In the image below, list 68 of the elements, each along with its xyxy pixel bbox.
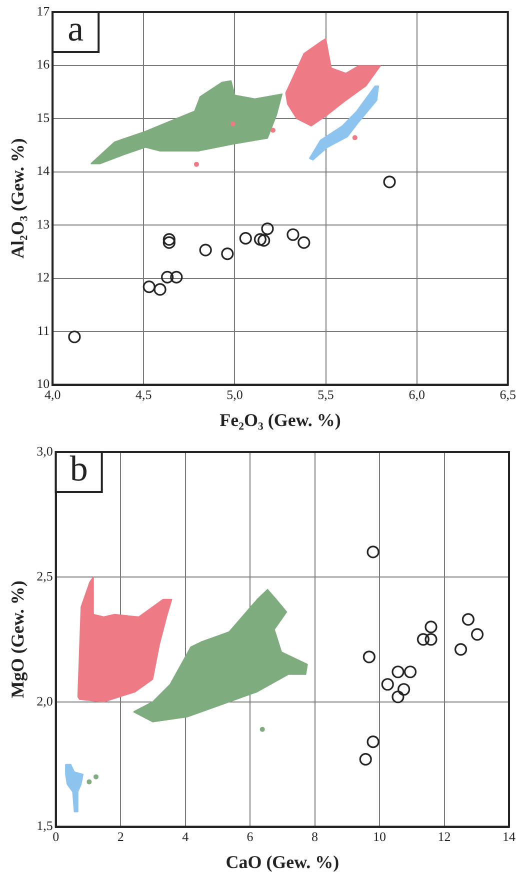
point — [416, 633, 430, 646]
point — [93, 774, 98, 780]
y-axis-title: MgO (Gew. %) — [7, 580, 28, 698]
point — [270, 128, 276, 133]
point — [239, 232, 252, 245]
point — [254, 233, 267, 246]
point — [392, 666, 404, 678]
y-tick-label: 14 — [36, 163, 50, 178]
point — [404, 666, 417, 678]
point — [199, 244, 212, 256]
point — [454, 643, 468, 656]
annotation: a — [68, 8, 84, 48]
point — [260, 726, 265, 732]
point — [470, 628, 484, 641]
x-tick-label: 5,5 — [318, 387, 334, 402]
x-tick-label: 5,0 — [226, 387, 243, 402]
point — [258, 234, 270, 247]
x-tick-label: 14 — [502, 829, 516, 844]
annotation: b — [70, 448, 88, 488]
y-tick-label: 13 — [36, 216, 50, 232]
x-tick-label: 4,5 — [136, 387, 152, 402]
x-axis-title: Fe₂O₃ (Gew. %) — [220, 410, 341, 430]
y-tick-label: 17 — [36, 3, 50, 18]
y-tick-label: 11 — [37, 322, 50, 338]
x-tick-label: 6 — [246, 829, 254, 844]
point — [221, 247, 234, 260]
point — [162, 233, 176, 246]
point — [362, 650, 376, 664]
y-axis-title: Al₂O₃ (Gew. %) — [7, 138, 28, 259]
y-tick-label: 2,5 — [36, 568, 53, 584]
y-tick-label: 2,0 — [36, 693, 53, 708]
point — [194, 162, 199, 167]
point — [162, 236, 176, 249]
point — [392, 690, 404, 704]
point — [424, 633, 438, 646]
point — [161, 270, 174, 284]
y-tick-label: 12 — [36, 270, 50, 285]
y-tick-label: 16 — [36, 56, 50, 72]
point — [86, 779, 92, 784]
x-tick-label: 10 — [373, 829, 386, 844]
point — [298, 236, 310, 249]
x-tick-label: 12 — [438, 829, 451, 844]
point — [359, 753, 372, 766]
x-tick-label: 6,0 — [408, 387, 425, 402]
point — [424, 620, 438, 634]
point — [154, 283, 166, 296]
y-tick-label: 3,0 — [36, 443, 53, 458]
point — [261, 222, 274, 236]
x-tick-label: 4 — [182, 829, 190, 844]
x-tick-label: 0 — [52, 829, 60, 844]
y-tick-label: 1,5 — [36, 818, 53, 834]
point — [286, 228, 300, 241]
x-axis-title: CaO (Gew. %) — [226, 852, 340, 872]
point — [398, 683, 410, 696]
point — [230, 121, 236, 126]
point — [142, 280, 156, 294]
point — [366, 736, 380, 748]
point — [68, 330, 81, 344]
x-tick-label: 6,5 — [500, 387, 516, 402]
point — [383, 176, 396, 188]
point — [366, 546, 380, 558]
y-tick-label: 15 — [36, 110, 50, 125]
point — [170, 270, 183, 284]
x-tick-label: 2 — [117, 829, 124, 844]
point — [352, 135, 358, 140]
point — [381, 678, 394, 691]
x-tick-label: 8 — [312, 829, 318, 844]
point — [462, 613, 475, 626]
